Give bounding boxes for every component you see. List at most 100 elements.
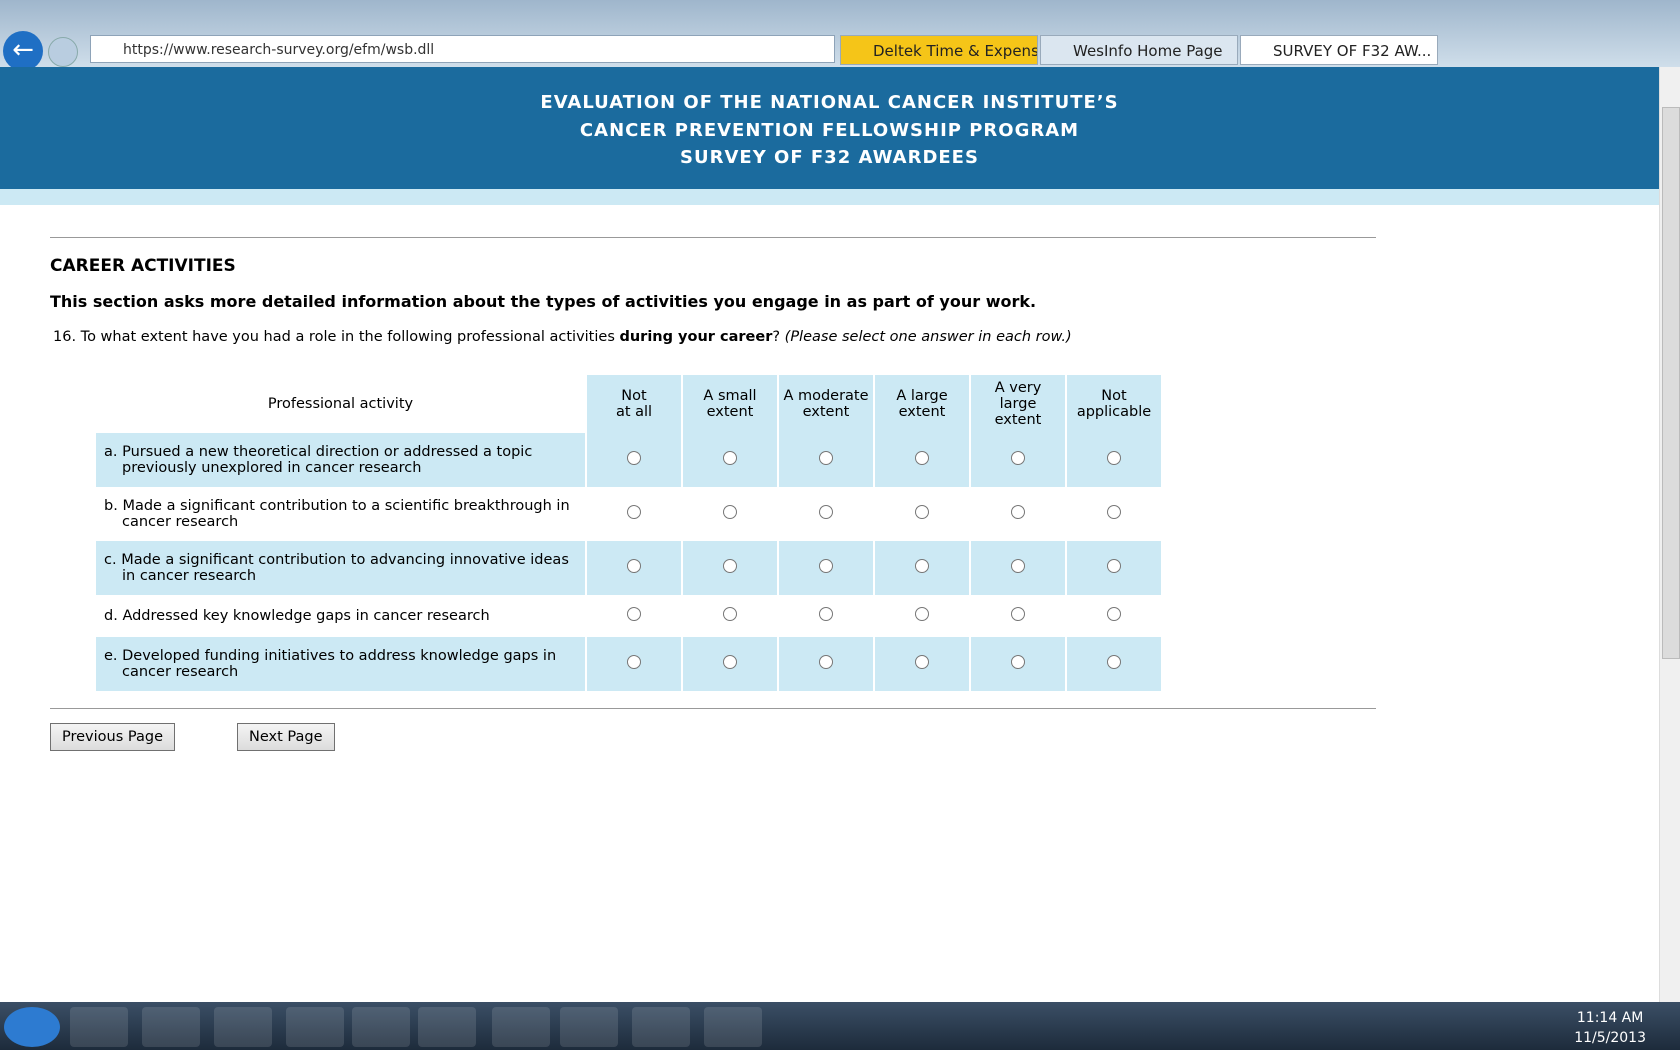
option-cell [779,541,873,595]
radio-option[interactable] [1011,607,1025,621]
taskbar-icon[interactable] [704,1007,762,1047]
option-cell [683,541,777,595]
column-header: Professional activity [96,375,585,433]
taskbar-icon[interactable] [492,1007,550,1047]
radio-option[interactable] [819,505,833,519]
previous-button[interactable]: Previous Page [50,723,175,751]
option-cell [1067,541,1161,595]
taskbar-icon[interactable] [286,1007,344,1047]
browser-tab[interactable]: SURVEY OF F32 AW... [1240,35,1438,65]
radio-option[interactable] [723,655,737,669]
column-header: Not at all [587,375,681,433]
taskbar-icon[interactable] [352,1007,410,1047]
radio-option[interactable] [1107,655,1121,669]
radio-option[interactable] [1107,451,1121,465]
option-cell [683,637,777,691]
clock-date: 11/5/2013 [1574,1030,1646,1046]
option-cell [587,487,681,541]
option-cell [875,595,969,637]
question-punct: ? [772,329,781,345]
radio-option[interactable] [627,655,641,669]
radio-option[interactable] [1011,505,1025,519]
forward-button[interactable] [48,37,78,67]
option-cell [683,487,777,541]
option-cell [779,487,873,541]
radio-option[interactable] [1011,655,1025,669]
option-cell [587,595,681,637]
scrollbar[interactable] [1659,67,1680,1002]
question-text: To what extent have you had a role in th… [80,329,620,345]
radio-option[interactable] [627,505,641,519]
option-cell [971,595,1065,637]
row-letter: c. [104,552,117,568]
radio-option[interactable] [723,559,737,573]
scroll-thumb[interactable] [1662,107,1680,659]
radio-option[interactable] [723,505,737,519]
column-header: A very large extent [971,375,1065,433]
taskbar-icon[interactable] [142,1007,200,1047]
row-letter: d. [104,608,118,624]
browser-tab[interactable]: Deltek Time & Expense... [840,35,1038,65]
option-cell [779,433,873,487]
row-label: b. Made a significant contribution to a … [96,487,585,541]
browser-tab[interactable]: WesInfo Home Page [1040,35,1238,65]
radio-option[interactable] [1107,607,1121,621]
radio-option[interactable] [915,451,929,465]
taskbar-icon[interactable] [70,1007,128,1047]
address-bar[interactable]: https://www.research-survey.org/efm/wsb.… [90,35,835,63]
divider [50,237,1376,238]
row-label: c. Made a significant contribution to ad… [96,541,585,595]
taskbar-icon[interactable] [560,1007,618,1047]
radio-option[interactable] [723,451,737,465]
header-row: Professional activity Not at all A small e… [96,375,1161,433]
radio-option[interactable] [627,607,641,621]
question-number: 16. [53,329,77,345]
radio-option[interactable] [1011,559,1025,573]
row-letter: b. [104,498,118,514]
radio-option[interactable] [915,559,929,573]
radio-option[interactable] [819,451,833,465]
radio-option[interactable] [819,559,833,573]
section-title: CAREER ACTIVITIES [50,256,236,276]
clock-time: 11:14 AM [1576,1010,1644,1026]
option-cell [1067,595,1161,637]
answer-grid: Professional activity Not at all A small e… [94,375,1163,691]
taskbar: 11:14 AM 11/5/2013 [0,1002,1680,1050]
option-cell [971,487,1065,541]
clock[interactable]: 11:14 AM 11/5/2013 [1574,1008,1646,1048]
option-cell [1067,433,1161,487]
radio-option[interactable] [819,607,833,621]
option-cell [587,433,681,487]
row-text: Made a significant contribution to a sci… [122,498,570,530]
back-button[interactable]: ← [3,31,43,71]
taskbar-icon[interactable] [214,1007,272,1047]
radio-option[interactable] [915,607,929,621]
taskbar-icon[interactable] [418,1007,476,1047]
row-label: a. Pursued a new theoretical direction o… [96,433,585,487]
radio-option[interactable] [915,655,929,669]
taskbar-icon[interactable] [632,1007,690,1047]
radio-option[interactable] [1011,451,1025,465]
option-cell [875,433,969,487]
radio-option[interactable] [915,505,929,519]
row-letter: e. [104,648,118,664]
answer-row: c. Made a significant contribution to ad… [96,541,1161,595]
answer-row: d. Addressed key knowledge gaps in cance… [96,595,1161,637]
column-header: A large extent [875,375,969,433]
row-text: Pursued a new theoretical direction or a… [122,444,533,476]
radio-option[interactable] [1107,559,1121,573]
radio-option[interactable] [627,451,641,465]
option-cell [971,637,1065,691]
radio-option[interactable] [627,559,641,573]
radio-option[interactable] [1107,505,1121,519]
header-strip [0,189,1659,205]
start-button[interactable] [4,1007,60,1047]
survey-header: EVALUATION OF THE NATIONAL CANCER INSTIT… [0,67,1659,189]
option-cell [587,541,681,595]
next-button[interactable]: Next Page [237,723,335,751]
radio-option[interactable] [819,655,833,669]
row-text: Made a significant contribution to advan… [121,552,569,584]
radio-option[interactable] [723,607,737,621]
